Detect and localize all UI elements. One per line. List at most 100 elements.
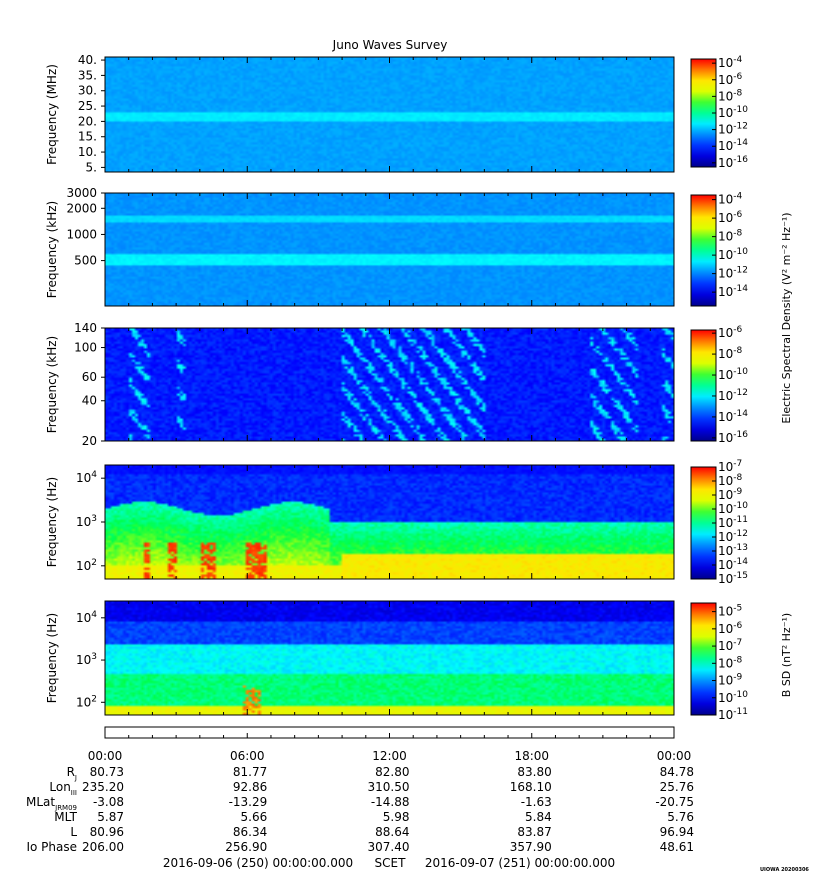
colorbar-tick-label: 10-8 xyxy=(718,88,743,103)
ephemeris-value: 81.77 xyxy=(233,765,267,779)
ephemeris-value: 82.80 xyxy=(375,765,409,779)
colorbar-tick-label: 10-14 xyxy=(718,284,748,299)
y-tick-label: 3000 xyxy=(66,186,97,200)
y-tick-label: 103 xyxy=(76,652,97,667)
colorbar-tick-label: 10-4 xyxy=(718,55,743,70)
scet-label: SCET xyxy=(375,856,407,870)
bfield-colorbar-label: B SD (nT² Hz⁻¹) xyxy=(780,613,793,697)
colorbar-gradient xyxy=(690,329,717,442)
ephemeris-value: -3.08 xyxy=(93,795,124,809)
ephemeris-row-label: MLT xyxy=(54,810,77,824)
ephemeris-value: 80.96 xyxy=(90,825,124,839)
colorbar-tick-label: 10-10 xyxy=(718,690,748,705)
colorbar-4: 10-1510-1410-1310-1210-1110-1010-910-810… xyxy=(690,459,748,586)
y-tick-label: 30. xyxy=(78,84,97,98)
y-tick-label: 140 xyxy=(74,321,97,335)
efield-colorbar-label: Electric Spectral Density (V² m⁻² Hz⁻¹) xyxy=(780,212,793,423)
ephemeris-value: -13.29 xyxy=(229,795,268,809)
colorbar-tick-label: 10-6 xyxy=(718,72,743,87)
ephemeris-value: 96.94 xyxy=(660,825,694,839)
y-axis-label: Frequency (kHz) xyxy=(45,201,59,298)
colorbar-tick-label: 10-6 xyxy=(718,325,743,340)
ephemeris-value: 25.76 xyxy=(660,780,694,794)
scet-end: 2016-09-07 (251) 00:00:00.000 xyxy=(425,856,615,870)
colorbar-tick-label: 10-6 xyxy=(718,210,743,225)
y-axis-label: Frequency (Hz) xyxy=(45,477,59,568)
y-tick-label: 2000 xyxy=(66,201,97,215)
ephemeris-value: 83.87 xyxy=(517,825,551,839)
y-tick-label: 40. xyxy=(78,53,97,67)
y-tick-label: 10. xyxy=(78,145,97,159)
colorbar-tick-label: 10-10 xyxy=(718,247,748,262)
colorbar-tick-label: 10-4 xyxy=(718,192,743,207)
ephemeris-value: -20.75 xyxy=(655,795,694,809)
colorbar-5: 10-11 10-10 10-9 10-8 10-7 10-6 10-5 xyxy=(690,602,748,722)
scet-start: 2016-09-06 (250) 00:00:00.000 xyxy=(163,856,353,870)
colorbar-tick-label: 10-12 xyxy=(718,388,748,403)
colorbar-tick-label: 10-11 xyxy=(718,515,748,530)
colorbar-tick-label: 10-14 xyxy=(718,557,748,572)
ephemeris-value: 256.90 xyxy=(225,840,267,854)
colorbar-tick-label: 10-13 xyxy=(718,543,748,558)
ephemeris-value: 5.66 xyxy=(241,810,268,824)
spectrogram-panel-1: 5.10.15. 20.25.30. 35.40. Frequency (MHz) 10… xyxy=(45,53,748,174)
ephemeris-value: 310.50 xyxy=(368,780,410,794)
y-axis-label: Frequency (MHz) xyxy=(45,64,59,165)
y-axis-label: Frequency (Hz) xyxy=(45,613,59,704)
colorbar-tick-label: 10-9 xyxy=(718,487,743,502)
y-tick-label: 104 xyxy=(76,470,97,485)
y-tick-label: 5. xyxy=(86,160,97,174)
ephemeris-row-label: LonIII xyxy=(49,780,77,797)
ephemeris-value: 84.78 xyxy=(660,765,694,779)
y-tick-label: 102 xyxy=(76,558,97,573)
colorbar-tick-label: 10-7 xyxy=(718,459,742,474)
colorbar-tick-label: 10-5 xyxy=(718,604,742,619)
figure-title: Juno Waves Survey xyxy=(332,38,448,52)
time-tick-label: 18:00 xyxy=(514,749,549,763)
ephemeris-value: 92.86 xyxy=(233,780,267,794)
colorbar-3: 10-16 10-14 10-12 10-10 10-8 10-6 xyxy=(690,325,748,445)
colorbar-tick-label: 10-7 xyxy=(718,638,742,653)
spectrogram-image-4 xyxy=(105,465,674,579)
ephemeris-value: 206.00 xyxy=(82,840,124,854)
colorbar-tick-label: 10-8 xyxy=(718,473,743,488)
y-tick-label: 25. xyxy=(78,99,97,113)
y-tick-label: 100 xyxy=(74,341,97,355)
ephemeris-value: 83.80 xyxy=(517,765,551,779)
ephemeris-value: 357.90 xyxy=(510,840,552,854)
ephemeris-value: 5.84 xyxy=(525,810,552,824)
colorbar-tick-label: 10-6 xyxy=(718,621,743,636)
ephemeris-value: 86.34 xyxy=(233,825,267,839)
time-tick-label: 00:00 xyxy=(657,749,692,763)
y-tick-label: 35. xyxy=(78,68,97,82)
ephemeris-value: 5.87 xyxy=(97,810,124,824)
time-tick-label: 12:00 xyxy=(372,749,407,763)
ephemeris-row-label: L xyxy=(70,825,77,839)
colorbar-tick-label: 10-11 xyxy=(718,707,748,722)
y-tick-label: 102 xyxy=(76,694,97,709)
y-tick-label: 40 xyxy=(82,394,97,408)
colorbar-tick-label: 10-12 xyxy=(718,122,748,137)
ephemeris-value: 307.40 xyxy=(368,840,410,854)
colorbar-tick-label: 10-12 xyxy=(718,266,748,281)
y-tick-label: 20. xyxy=(78,114,97,128)
ephemeris-row-label: MLatJRM09 xyxy=(26,795,77,812)
y-tick-label: 500 xyxy=(74,254,97,268)
ephemeris-value: -1.63 xyxy=(521,795,552,809)
colorbar-2: 10-14 10-12 10-10 10-8 10-6 10-4 xyxy=(690,192,748,307)
colorbar-tick-label: 10-10 xyxy=(718,367,748,382)
y-tick-label: 104 xyxy=(76,610,97,625)
spectrogram-image-2 xyxy=(105,193,674,306)
y-tick-label: 15. xyxy=(78,130,97,144)
colorbar-tick-label: 10-16 xyxy=(718,430,748,445)
ephemeris-value: 5.98 xyxy=(383,810,410,824)
y-axis-label: Frequency (kHz) xyxy=(45,336,59,433)
colorbar-gradient xyxy=(690,194,717,307)
ephemeris-row-label: Io Phase xyxy=(26,840,77,854)
time-tick-label: 06:00 xyxy=(230,749,265,763)
spectrogram-image-1 xyxy=(105,57,674,172)
colorbar-tick-label: 10-10 xyxy=(718,501,748,516)
